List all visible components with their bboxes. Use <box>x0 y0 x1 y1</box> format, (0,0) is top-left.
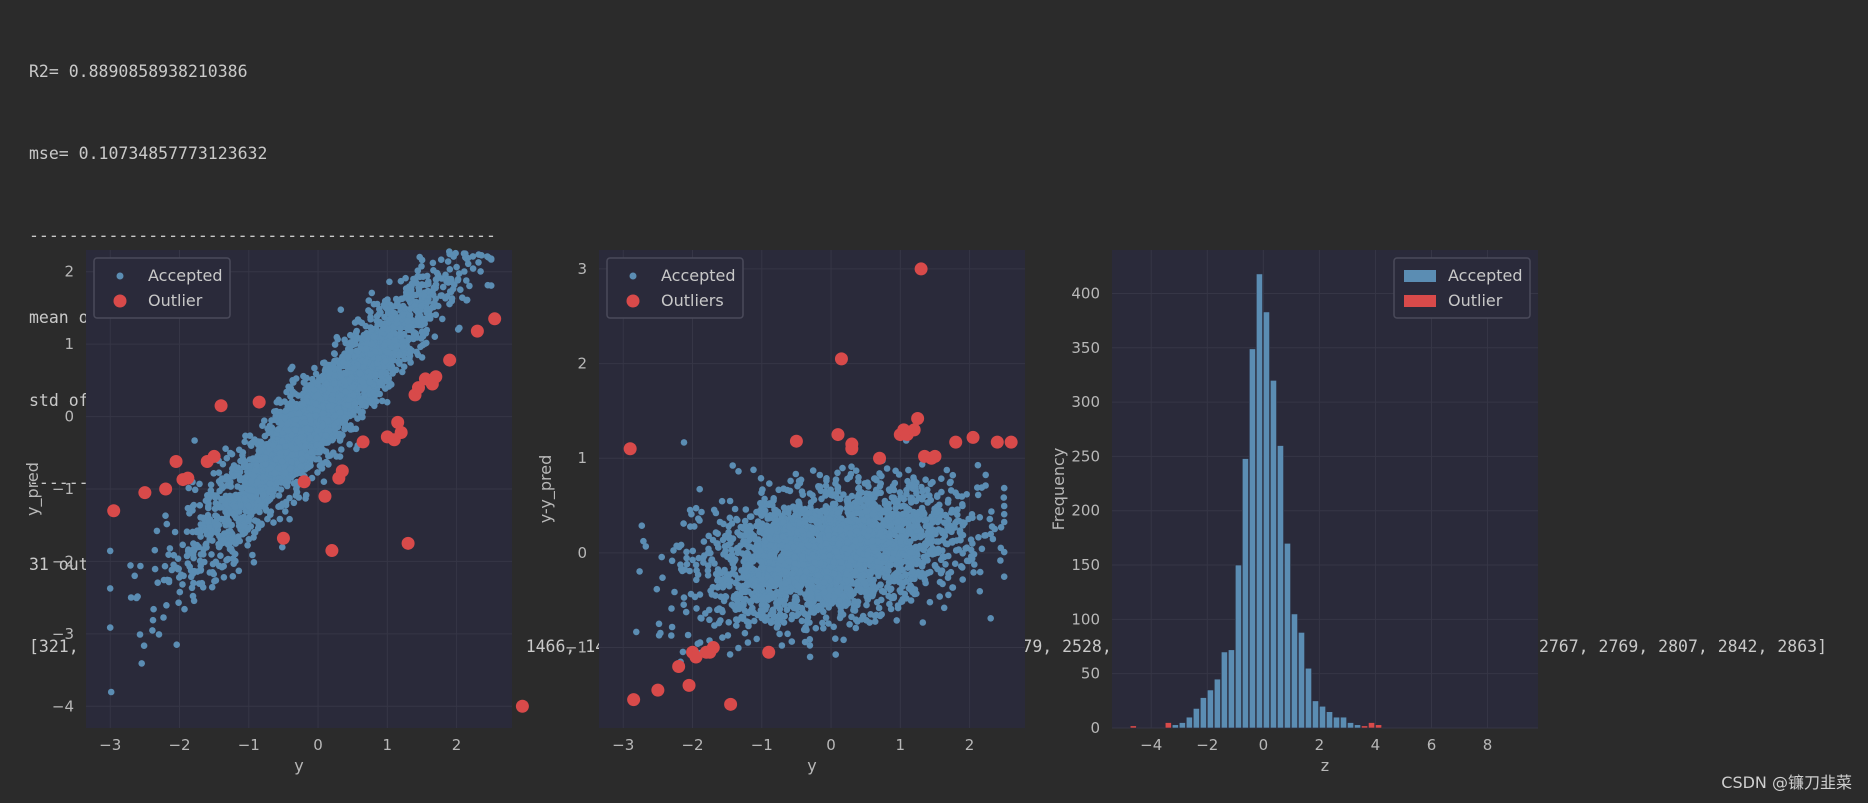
outlier-point <box>515 699 529 713</box>
console-line-std-residuals: std of residuals: 0.32769766731935024 <box>29 390 397 410</box>
console-line-mean-residuals: mean of residuals: 5.214742149944684 3e-… <box>29 308 447 328</box>
accepted-point <box>107 688 115 696</box>
x-tick-label: −3 <box>99 736 121 754</box>
y-tick-label: −4 <box>52 697 74 715</box>
console-line-r2: R2= 0.8890858938210386 <box>29 61 248 81</box>
x-tick-label: 1 <box>896 736 906 754</box>
console-separator: ----------------------------------------… <box>29 226 496 246</box>
x-tick-label: 0 <box>313 736 323 754</box>
x-tick-label: 2 <box>965 736 975 754</box>
x-tick-label: −2 <box>168 736 190 754</box>
console-line-outlier-count: 31 outliers: <box>29 555 149 575</box>
x-tick-label: −3 <box>612 736 634 754</box>
x-tick-label: −1 <box>751 736 773 754</box>
x-axis-label: y <box>294 756 303 775</box>
x-tick-label: −1 <box>238 736 260 754</box>
console-line-mse: mse= 0.10734857773123632 <box>29 144 268 164</box>
x-tick-label: 2 <box>452 736 462 754</box>
x-tick-label: 0 <box>826 736 836 754</box>
x-tick-label: −2 <box>681 736 703 754</box>
console-output: R2= 0.8890858938210386 mse= 0.1073485777… <box>29 3 1827 688</box>
console-line-outlier-list: [321, 348, 376, 777, 884, 1145, 1164, 13… <box>29 637 1828 657</box>
console-separator: ----------------------------------------… <box>29 472 496 492</box>
x-tick-label: 1 <box>383 736 393 754</box>
x-axis-label: y <box>807 756 816 775</box>
